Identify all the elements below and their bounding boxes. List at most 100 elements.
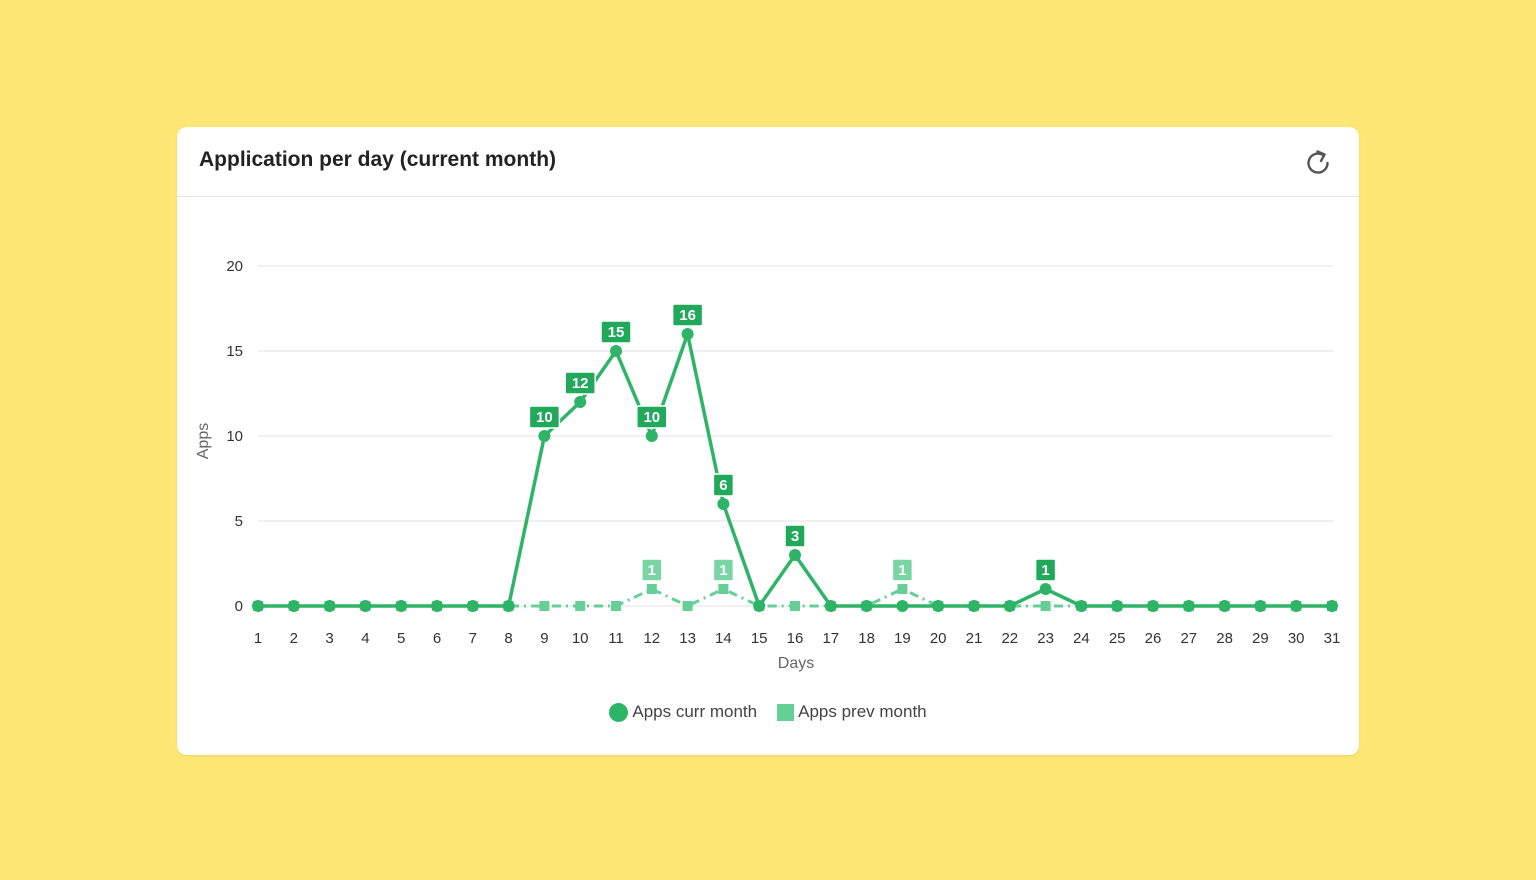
x-tick-label: 21 [966,630,983,647]
data-point-prev [718,584,729,594]
data-point-curr [896,600,909,612]
x-tick-label: 8 [504,630,512,647]
data-label-curr: 16 [679,307,696,324]
data-label-curr-bg [528,405,561,429]
x-tick-label: 1 [254,630,262,647]
x-tick-label: 28 [1216,630,1233,647]
data-label-curr: 10 [536,409,553,426]
x-tick-label: 24 [1073,630,1090,647]
x-axis-title: Days [778,655,814,672]
x-tick-label: 23 [1037,630,1054,647]
data-point-curr [1039,583,1052,595]
x-tick-label: 13 [679,630,696,647]
x-tick-label: 10 [572,630,589,647]
data-point-prev [790,601,800,611]
data-point-curr [717,498,730,510]
data-label-prev-bg [891,558,914,582]
data-label-prev: 1 [648,562,656,579]
data-label-curr-bg [564,371,596,395]
data-point-curr [1290,600,1303,612]
data-point-curr [574,396,587,408]
data-label-curr-bg [671,303,704,327]
x-tick-label: 19 [894,630,911,647]
refresh-button[interactable] [1301,146,1335,180]
data-point-prev [682,601,693,611]
legend-label-prev: Apps prev month [798,702,927,721]
data-label-curr: 6 [719,477,727,494]
data-point-curr [1218,600,1231,612]
data-point-curr [431,600,443,612]
x-tick-label: 18 [858,630,875,647]
data-label-curr: 15 [608,324,625,341]
data-point-curr [1326,600,1338,612]
data-point-curr [252,600,264,612]
data-point-curr [824,600,837,612]
data-label-curr-bg [712,473,735,497]
x-tick-label: 2 [290,630,298,647]
data-label-curr-bg [600,320,632,344]
data-point-curr [466,600,479,612]
data-point-prev [611,601,621,611]
x-tick-label: 11 [608,630,624,647]
legend-circle-marker [609,702,629,722]
x-tick-label: 16 [787,630,804,647]
data-label-curr: 12 [572,375,589,392]
y-tick-label: 10 [226,428,243,445]
x-tick-label: 25 [1109,630,1126,647]
data-point-curr [395,600,408,612]
data-point-curr [681,328,694,340]
data-point-curr [287,600,300,612]
refresh-icon [1307,150,1329,174]
data-point-curr [359,600,372,612]
data-point-curr [789,549,801,561]
data-point-curr [538,430,551,442]
y-tick-label: 0 [235,598,243,615]
chart-legend: Apps curr month Apps prev month [177,702,1359,722]
series-line-curr [258,332,1332,608]
data-point-curr [502,600,515,612]
legend-label-curr: Apps curr month [632,702,758,721]
x-tick-label: 27 [1180,630,1197,647]
y-tick-label: 15 [226,343,243,360]
chart-card: Application per day (current month) 0 5 10… [177,127,1359,755]
x-tick-label: 3 [325,630,333,647]
data-point-curr [1075,600,1088,612]
x-tick-label: 31 [1324,630,1341,647]
data-point-curr [753,600,766,612]
x-tick-label: 26 [1145,630,1162,647]
legend-item-prev[interactable]: Apps prev month [777,702,927,722]
data-point-curr [610,345,622,357]
data-label-prev: 1 [898,562,906,579]
data-label-prev-bg [641,558,663,582]
data-point-prev [646,584,657,594]
card-header: Application per day (current month) [177,127,1359,197]
data-point-curr [1147,600,1159,612]
data-label-curr-bg [784,524,806,548]
y-axis-title: Apps [195,423,212,459]
data-label-curr: 3 [791,528,799,545]
data-point-curr [323,600,336,612]
x-tick-label: 17 [822,630,839,647]
x-tick-label: 30 [1288,630,1305,647]
data-point-prev [897,584,908,594]
legend-item-curr[interactable]: Apps curr month [609,702,757,722]
data-point-curr [968,600,980,612]
x-tick-label: 4 [361,630,369,647]
data-label-curr: 10 [643,409,660,426]
data-point-curr [932,600,945,612]
data-label-prev-bg [712,558,735,582]
legend-square-marker [777,703,795,721]
y-tick-label: 5 [235,513,243,530]
data-point-curr [1003,600,1016,612]
x-tick-label: 22 [1001,630,1018,647]
data-point-prev [575,601,586,611]
data-point-prev [539,601,550,611]
x-tick-label: 14 [715,630,732,647]
data-point-curr [860,600,873,612]
data-label-curr-bg [1034,558,1057,582]
data-label-curr-bg [636,405,668,429]
y-tick-label: 20 [226,258,243,275]
x-tick-label: 6 [433,630,441,647]
data-point-curr [645,430,658,442]
